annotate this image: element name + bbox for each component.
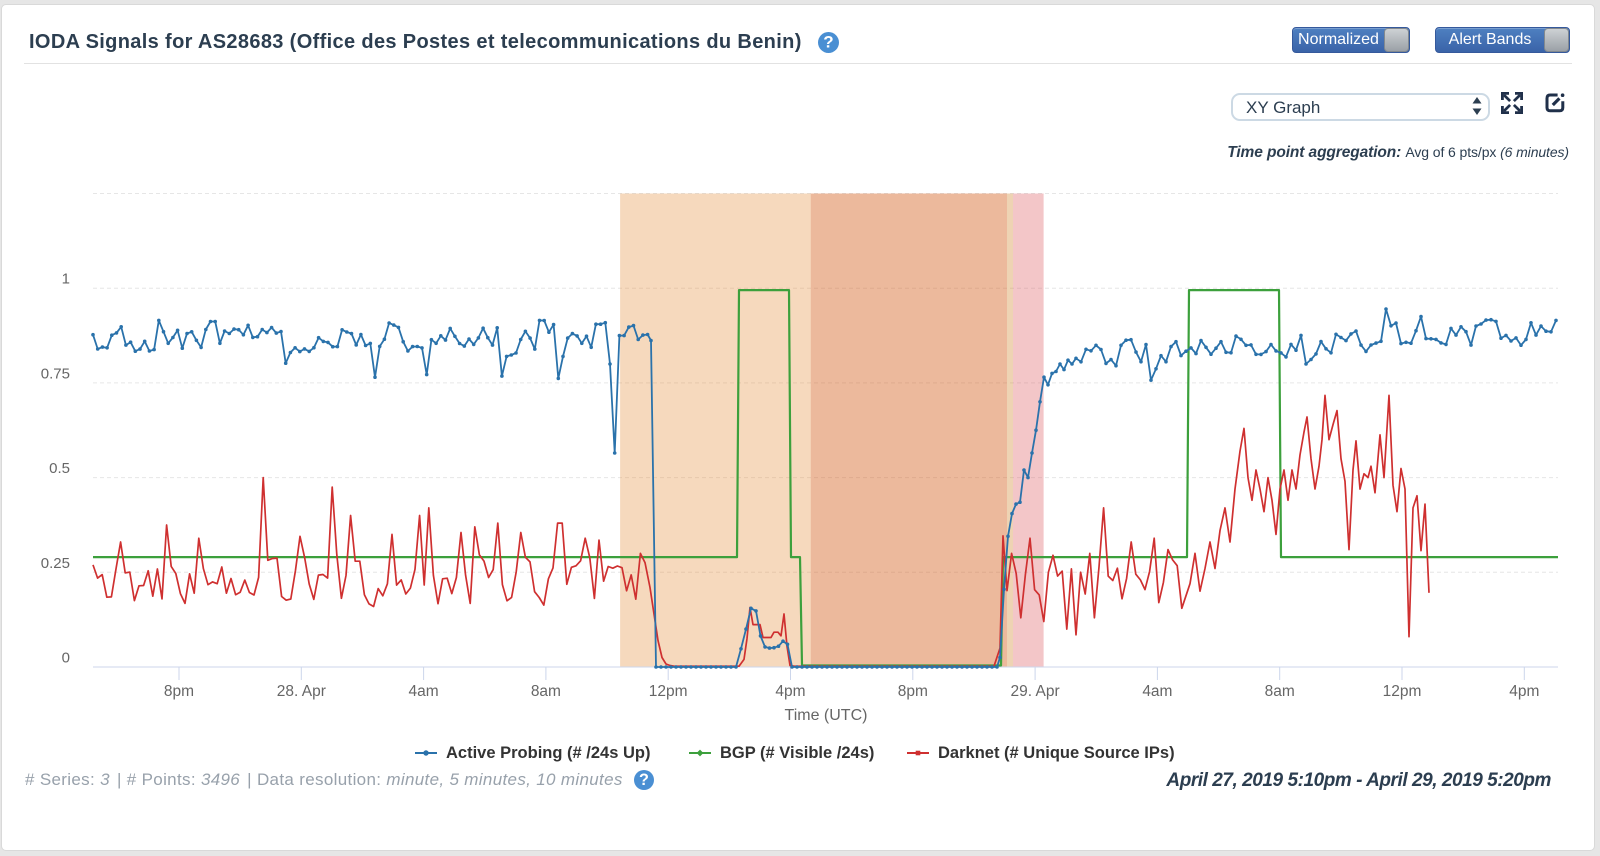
svg-text:28. Apr: 28. Apr	[277, 683, 326, 700]
svg-text:0.75: 0.75	[41, 365, 70, 382]
svg-text:0: 0	[62, 650, 70, 667]
svg-text:4pm: 4pm	[1509, 683, 1539, 700]
svg-text:0.25: 0.25	[41, 555, 70, 572]
svg-text:?: ?	[639, 771, 649, 789]
svg-text:4am: 4am	[1142, 683, 1172, 700]
svg-text:4pm: 4pm	[775, 683, 805, 700]
svg-text:8pm: 8pm	[164, 683, 194, 700]
svg-text:8am: 8am	[531, 683, 561, 700]
svg-text:4am: 4am	[409, 683, 439, 700]
svg-text:29. Apr: 29. Apr	[1011, 683, 1060, 700]
svg-text:8pm: 8pm	[898, 683, 928, 700]
svg-text:?: ?	[823, 33, 833, 52]
svg-text:1: 1	[62, 271, 70, 288]
svg-text:12pm: 12pm	[649, 683, 688, 700]
svg-text:0.5: 0.5	[49, 460, 70, 477]
svg-text:8am: 8am	[1265, 683, 1295, 700]
svg-text:12pm: 12pm	[1383, 683, 1422, 700]
